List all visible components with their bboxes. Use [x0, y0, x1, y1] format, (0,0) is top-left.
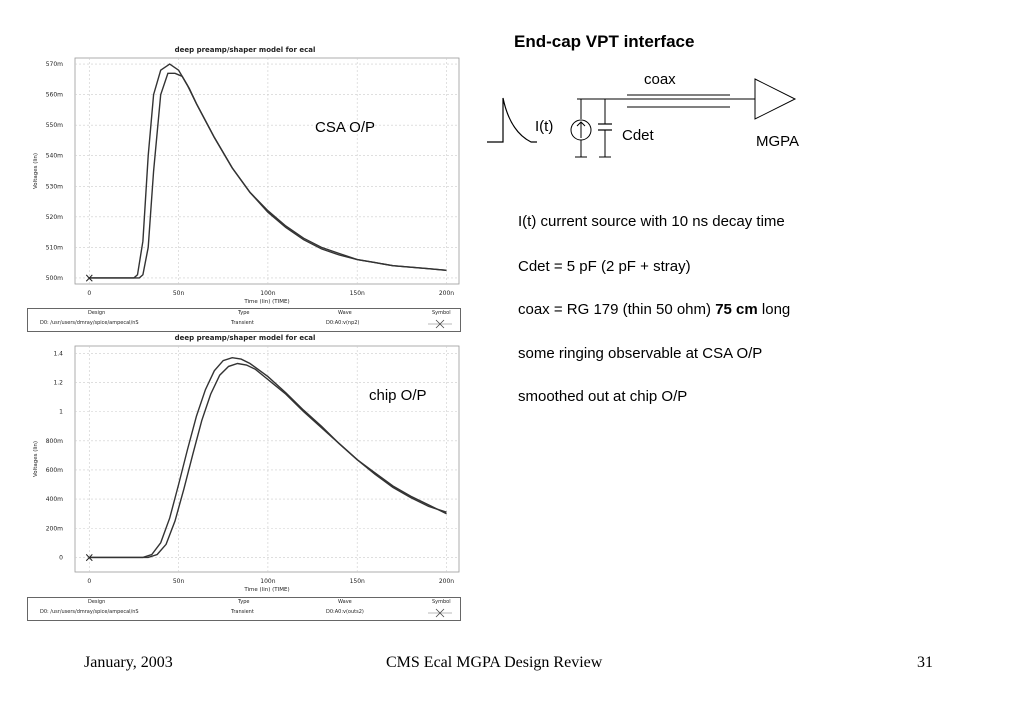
x-tick-label: 100n: [260, 290, 275, 297]
y-tick-label: 0: [59, 554, 63, 561]
csa-legend-table: Design Type Wave Symbol D0: /usr/users/d…: [27, 308, 461, 332]
y-tick-label: 800m: [46, 438, 63, 445]
footer-page-number: 31: [917, 654, 933, 671]
x-tick-label: 150n: [350, 290, 365, 297]
footer-title: CMS Ecal MGPA Design Review: [386, 654, 603, 671]
legend-header-symbol: Symbol: [432, 599, 451, 605]
x-tick-label: 0: [87, 290, 91, 297]
x-tick-label: 50n: [173, 578, 185, 585]
legend-header-type: Type: [238, 599, 250, 605]
text-part: some ringing observable at CSA O/P: [518, 345, 763, 362]
legend-symbol-icon: [428, 608, 452, 618]
x-tick-label: 200n: [439, 290, 454, 297]
footer-date: January, 2003: [84, 654, 173, 671]
chip-plot-panel: deep preamp/shaper model for ecal 0 200m 4…: [27, 332, 463, 624]
series-line-1: [89, 356, 447, 559]
csa-plot-title: deep preamp/shaper model for ecal: [174, 46, 316, 54]
text-part: I(t) current source with 10 ns decay tim…: [518, 213, 785, 230]
legend-design-path: D0: /usr/users/dmray/spice/ampecal/nS: [40, 609, 139, 615]
legend-header-wave: Wave: [338, 310, 352, 316]
chip-plot-title: deep preamp/shaper model for ecal: [174, 334, 316, 342]
text-part: Cdet = 5 pF (2 pF + stray): [518, 258, 691, 275]
text-line-2: Cdet = 5 pF (2 pF + stray): [518, 258, 691, 275]
chip-chart: 0 200m 400m 600m 800m 1 1.2 1.4 0 50n 100n 150n 200n…: [33, 345, 460, 593]
legend-wave: D0:A0:v(outs2): [326, 609, 364, 615]
text-part: long: [757, 301, 791, 318]
legend-type: Transient: [231, 320, 254, 326]
vpt-schematic: [487, 78, 797, 158]
text-part: coax = RG 179 (thin 50 ohm): [518, 301, 716, 318]
y-tick-label: 1.2: [53, 379, 63, 386]
x-tick-label: 100n: [260, 578, 275, 585]
y-tick-label: 540m: [46, 153, 63, 160]
cdet-label: Cdet: [622, 127, 654, 144]
mgpa-label: MGPA: [756, 133, 800, 150]
series-marker: ×: [84, 550, 94, 564]
legend-header-design: Design: [88, 599, 106, 605]
text-line-1: I(t) current source with 10 ns decay tim…: [518, 213, 785, 230]
y-tick-label: 550m: [46, 122, 63, 129]
y-tick-label: 520m: [46, 214, 63, 221]
series-line-2: [89, 72, 447, 279]
legend-design-path: D0: /usr/users/dmray/spice/ampecal/nS: [40, 320, 139, 326]
y-tick-label: 570m: [46, 61, 63, 68]
y-tick-label: 530m: [46, 183, 63, 190]
x-axis-label: Time (lin) (TIME): [243, 587, 289, 593]
chip-legend-table: Design Type Wave Symbol D0: /usr/users/d…: [27, 597, 461, 621]
y-tick-label: 200m: [46, 525, 63, 532]
y-tick-label: 1: [59, 409, 63, 416]
legend-wave: D0:A0:v(np2): [326, 320, 360, 326]
series-marker: ×: [84, 271, 94, 285]
csa-chart: 500m 510m 520m 530m 540m 550m 560m 570m 0 50n 100n…: [33, 57, 460, 305]
slide-heading: End-cap VPT interface: [514, 32, 695, 51]
legend-header-wave: Wave: [338, 599, 352, 605]
legend-header-design: Design: [88, 310, 106, 316]
y-axis-label: Voltages (lin): [33, 153, 39, 189]
csa-plot-panel: deep preamp/shaper model for ecal 500m 51…: [27, 44, 463, 334]
source-label: I(t): [535, 118, 554, 135]
legend-header-type: Type: [238, 310, 250, 316]
mgpa-amplifier-icon: [754, 78, 797, 120]
y-tick-label: 510m: [46, 244, 63, 251]
y-tick-label: 600m: [46, 467, 63, 474]
coax-label: coax: [644, 71, 676, 88]
text-line-5: smoothed out at chip O/P: [518, 388, 687, 405]
text-line-4: some ringing observable at CSA O/P: [518, 345, 762, 362]
csa-annotation: CSA O/P: [315, 119, 376, 136]
x-axis-label: Time (lin) (TIME): [243, 299, 289, 305]
plot-frame: [74, 57, 460, 285]
x-tick-label: 50n: [173, 290, 185, 297]
text-part: smoothed out at chip O/P: [518, 388, 688, 405]
legend-type: Transient: [231, 609, 254, 615]
chip-annotation: chip O/P: [369, 387, 427, 404]
legend-header-symbol: Symbol: [432, 310, 451, 316]
y-tick-label: 400m: [46, 496, 63, 503]
legend-symbol-icon: [428, 319, 452, 329]
plot-frame: [74, 345, 460, 573]
y-axis-label: Voltages (lin): [33, 441, 39, 477]
x-tick-label: 0: [87, 578, 91, 585]
y-tick-label: 560m: [46, 92, 63, 99]
x-tick-label: 200n: [439, 578, 454, 585]
y-tick-label: 1.4: [53, 350, 63, 357]
series-line-2: [89, 362, 447, 559]
text-line-3: coax = RG 179 (thin 50 ohm) 75 cm long: [518, 301, 790, 318]
pulse-waveform-icon: [487, 97, 537, 143]
text-part-bold: 75 cm: [715, 301, 758, 318]
y-tick-label: 500m: [46, 275, 63, 282]
x-tick-label: 150n: [350, 578, 365, 585]
